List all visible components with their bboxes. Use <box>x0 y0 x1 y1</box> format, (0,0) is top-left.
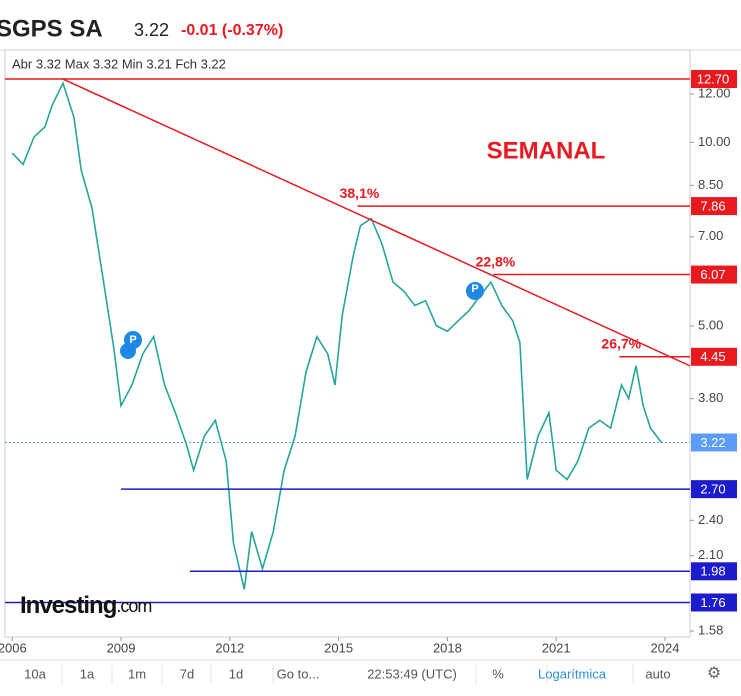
toolbar-button[interactable]: auto <box>645 666 670 681</box>
toolbar-button[interactable]: 7d <box>180 666 194 681</box>
level-badge <box>691 70 737 89</box>
event-marker[interactable] <box>466 282 484 300</box>
y-tick-label: 8.50 <box>698 177 723 192</box>
event-marker-icon: P <box>471 283 478 295</box>
logo: Investing.com <box>20 592 151 619</box>
toolbar-button[interactable]: Go to... <box>277 666 320 681</box>
logo-brand: Investing <box>20 592 117 619</box>
trend-line <box>62 78 691 367</box>
level-badge <box>691 197 737 216</box>
logo-suffix: .com <box>116 596 151 616</box>
x-tick-label: 2021 <box>542 640 571 655</box>
settings-icon[interactable]: ⚙ <box>707 665 721 682</box>
plot <box>5 78 691 604</box>
x-tick-label: 2009 <box>107 640 136 655</box>
x-tick-label: 2018 <box>433 640 462 655</box>
level-note: 22,8% <box>476 253 516 269</box>
level-label: 12.70 <box>697 71 730 86</box>
toolbar-button[interactable]: 1d <box>229 666 243 681</box>
level-note: 38,1% <box>340 185 380 201</box>
y-tick-label: 3.80 <box>698 390 723 405</box>
toolbar-button[interactable]: 10a <box>24 666 46 681</box>
stock-title: SGPS SA <box>0 15 103 42</box>
price-line <box>11 81 663 590</box>
toolbar-button[interactable]: 1m <box>128 666 146 681</box>
level-label: 1.76 <box>700 595 725 610</box>
x-tick-label: 2015 <box>324 640 353 655</box>
level-label: 1.98 <box>700 564 725 579</box>
y-tick-label: 12.00 <box>698 85 731 100</box>
level-label: 4.45 <box>700 349 725 364</box>
level-note: 26,7% <box>601 335 641 351</box>
level-label: 7.86 <box>700 199 725 214</box>
level-badge <box>691 347 737 366</box>
toolbar: 10a 1a 1m 7d 1d Go to... 22:53:49 (UTC)% Logarí… <box>24 665 671 684</box>
x-tick-label: 2024 <box>651 640 680 655</box>
y-tick-label: 10.00 <box>698 134 731 149</box>
annotation: SEMANAL <box>487 137 606 164</box>
y-tick-label: 1.58 <box>698 623 723 638</box>
y-tick-label: 2.10 <box>698 547 723 562</box>
event-marker-icon: P <box>129 334 136 346</box>
plot-frame <box>4 49 691 638</box>
level-label: 3.22 <box>700 435 725 450</box>
toolbar-button[interactable]: % <box>492 666 504 681</box>
toolbar-button[interactable]: 1a <box>80 666 95 681</box>
ohlc-readout: Abr 3.32 Max 3.32 Min 3.21 Fch 3.22 <box>12 56 226 71</box>
x-tick-label: 2006 <box>0 640 27 655</box>
level-badge <box>691 480 737 499</box>
toolbar-button[interactable]: Logarítmica <box>538 666 607 681</box>
event-marker[interactable] <box>120 343 136 359</box>
price-change: -0.01 (-0.37%) <box>181 22 283 39</box>
toolbar-button: 22:53:49 (UTC) <box>367 666 457 681</box>
y-tick-label: 5.00 <box>698 317 723 332</box>
level-label: 2.70 <box>700 482 725 497</box>
price: 3.22 <box>134 20 169 40</box>
level-badge <box>691 562 737 581</box>
y-tick-label: 2.40 <box>698 512 723 527</box>
level-badge <box>691 265 737 284</box>
level-label: 6.07 <box>700 267 725 282</box>
level-badge <box>691 433 737 452</box>
level-badge <box>691 593 737 612</box>
y-tick-label: 7.00 <box>698 228 723 243</box>
x-tick-label: 2012 <box>215 640 244 655</box>
